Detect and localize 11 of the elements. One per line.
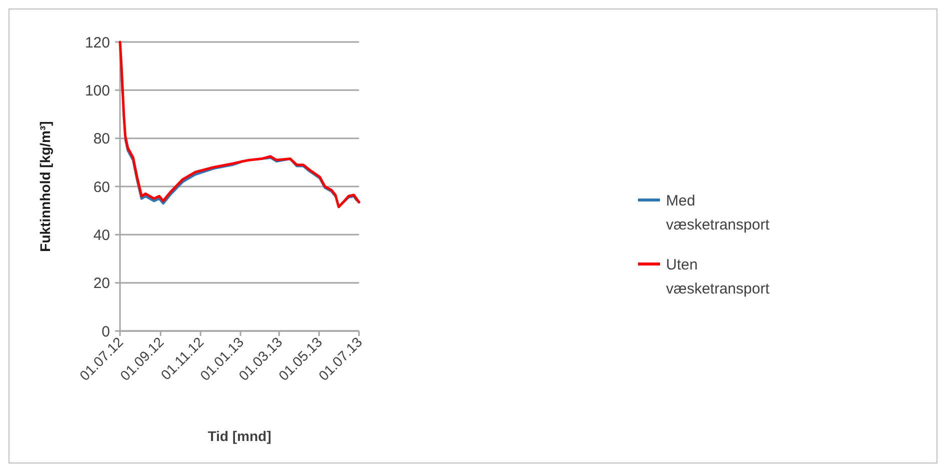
y-tick-label: 0 bbox=[102, 323, 110, 340]
legend-label: Med væsketransport bbox=[666, 192, 770, 234]
y-tick-label: 80 bbox=[93, 130, 110, 148]
y-tick-label: 100 bbox=[84, 82, 110, 100]
legend-label: Uten væsketransport bbox=[666, 256, 770, 298]
y-tick-label: 20 bbox=[93, 275, 110, 292]
y-axis-title: Fuktinnhold [kg/m³] bbox=[37, 121, 53, 252]
y-tick-label: 40 bbox=[93, 226, 110, 244]
y-tick-label: 60 bbox=[93, 178, 110, 196]
x-axis-title: Tid [mnd] bbox=[208, 428, 272, 444]
y-tick-label: 120 bbox=[84, 34, 110, 52]
